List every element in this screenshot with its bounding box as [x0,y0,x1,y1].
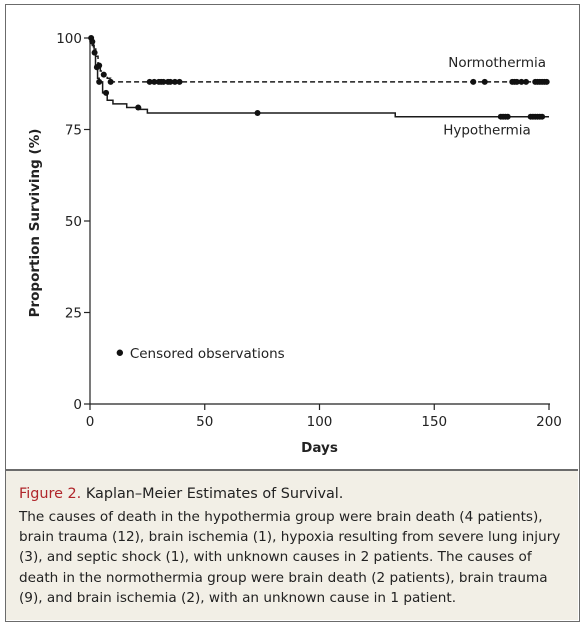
hypothermia-curve [90,37,549,118]
normothermia-label: Normothermia [448,55,546,71]
x-tick-label: 100 [307,414,333,430]
normothermia-censored-point [160,78,167,85]
normothermia-censored-point [100,71,107,78]
y-tick-label: 25 [65,306,82,322]
normothermia-censored-point [523,78,530,85]
normothermia-censored-point [151,78,158,85]
kaplan-meier-chart: 0 25 50 75 100 0 50 100 150 200 Days Proportion Sur… [27,31,562,456]
figure-label: Figure 2. [19,486,82,502]
hypothermia-censored-point [91,49,98,56]
hypothermia-censored-point [135,104,142,111]
caption-text: The causes of death in the hypothermia g… [19,509,561,606]
figure-title: Kaplan–Meier Estimates of Survival. [85,486,344,502]
normothermia-censored-point [470,78,477,85]
normothermia-censored-point [543,78,550,85]
caption-heading: Figure 2. Kaplan–Meier Estimates of Surv… [19,483,566,505]
normothermia-censored-point [107,78,114,85]
hypothermia-censored-point [93,64,100,71]
legend-marker [116,349,124,356]
hypothermia-censored-point [254,110,261,117]
y-tick-label: 0 [73,397,82,413]
y-tick-label: 50 [65,214,82,230]
normothermia-censored-point [167,78,174,85]
x-tick-label: 0 [86,414,95,430]
y-axis-title: Proportion Surviving (%) [27,129,43,318]
y-tick-label: 100 [56,31,82,47]
normothermia-censored-point [146,78,153,85]
normothermia-censored-point [518,78,525,85]
hypothermia-censored-point [96,78,103,85]
hypothermia-censored-point [504,113,511,120]
normothermia-censored-point [513,78,520,85]
normothermia-censored-point [481,78,488,85]
figure-caption: Figure 2. Kaplan–Meier Estimates of Surv… [6,471,578,620]
normothermia-censored-point [176,78,183,85]
legend-label: Censored observations [130,346,285,362]
figure-panel: 0 25 50 75 100 0 50 100 150 200 Days Proportion Sur… [5,4,580,622]
normothermia-censored-point [171,78,178,85]
y-tick-label: 75 [65,123,82,139]
chart-area: 0 25 50 75 100 0 50 100 150 200 Days Proportion Sur… [6,5,578,469]
hypothermia-label: Hypothermia [443,123,531,139]
x-tick-label: 200 [536,414,562,430]
caption-divider [6,469,578,471]
hypothermia-censored-point [539,113,546,120]
x-tick-label: 50 [196,414,213,430]
x-axis-title: Days [301,440,338,456]
hypothermia-censored-point [103,89,110,96]
hypothermia-censored-point [88,35,95,41]
x-tick-label: 150 [421,414,447,430]
